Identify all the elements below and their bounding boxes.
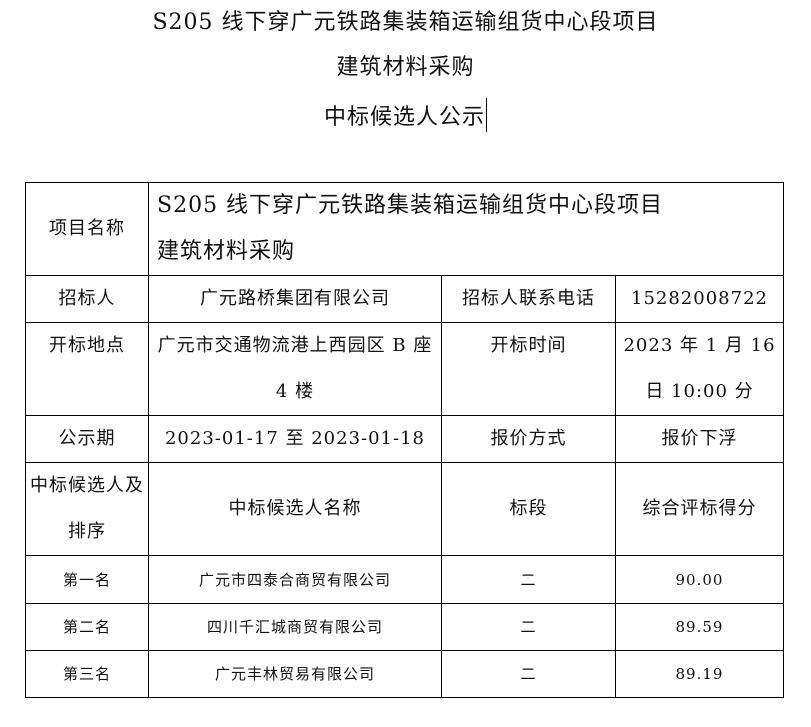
rank: 第三名 [25,650,149,698]
project-value: S205 线下穿广元铁路集装箱运输组货中心段项目 建筑材料采购 [148,182,784,276]
candidate-name: 广元市四泰合商贸有限公司 [148,555,442,604]
title-line-3-text: 中标候选人公示 [323,105,485,130]
candidate-name: 四川千汇城商贸有限公司 [148,603,442,651]
period-label: 公示期 [25,415,149,463]
title-line-2: 建筑材料采购 [336,55,475,80]
location-value: 广元市交通物流港上西园区 B 座 4 楼 [148,322,442,416]
row-tenderer: 招标人 广元路桥集团有限公司 招标人联系电话 15282008722 [25,275,784,323]
tenderer-value: 广元路桥集团有限公司 [148,275,442,323]
score: 90.00 [615,555,784,604]
quote-label: 报价方式 [441,415,616,463]
col-name-header: 中标候选人名称 [148,462,442,556]
section: 二 [441,603,616,651]
project-label: 项目名称 [25,182,149,276]
score: 89.19 [615,650,784,698]
project-value-line-2: 建筑材料采购 [157,239,296,264]
tenderer-label: 招标人 [25,275,149,323]
location-label: 开标地点 [25,322,149,416]
rank: 第一名 [25,555,149,604]
section: 二 [441,555,616,604]
section: 二 [441,650,616,698]
candidate-name: 广元丰林贸易有限公司 [148,650,442,698]
table-row: 第二名 四川千汇城商贸有限公司 二 89.59 [25,603,784,651]
table-row: 第一名 广元市四泰合商贸有限公司 二 90.00 [25,555,784,604]
time-label: 开标时间 [441,322,616,416]
candidates-label: 中标候选人及排序 [25,462,149,556]
project-value-line-1: S205 线下穿广元铁路集装箱运输组货中心段项目 [157,193,664,218]
time-value: 2023 年 1 月 16 日 10:00 分 [615,322,784,416]
row-period: 公示期 2023-01-17 至 2023-01-18 报价方式 报价下浮 [25,415,784,463]
phone-label: 招标人联系电话 [441,275,616,323]
table-row: 第三名 广元丰林贸易有限公司 二 89.19 [25,650,784,698]
period-value: 2023-01-17 至 2023-01-18 [148,415,442,463]
col-score-header: 综合评标得分 [615,462,784,556]
row-location: 开标地点 广元市交通物流港上西园区 B 座 4 楼 开标时间 2023 年 1 … [25,322,784,416]
title-line-1: S205 线下穿广元铁路集装箱运输组货中心段项目 [152,10,659,35]
row-candidates-header: 中标候选人及排序 中标候选人名称 标段 综合评标得分 [25,462,784,556]
text-cursor [486,98,487,132]
rank: 第二名 [25,603,149,651]
announcement-table: 项目名称 S205 线下穿广元铁路集装箱运输组货中心段项目 建筑材料采购 招标人 … [25,182,784,698]
title-line-3: 中标候选人公示 [0,98,811,133]
phone-value: 15282008722 [615,275,784,323]
quote-value: 报价下浮 [615,415,784,463]
row-project: 项目名称 S205 线下穿广元铁路集装箱运输组货中心段项目 建筑材料采购 [25,182,784,276]
score: 89.59 [615,603,784,651]
col-section-header: 标段 [441,462,616,556]
